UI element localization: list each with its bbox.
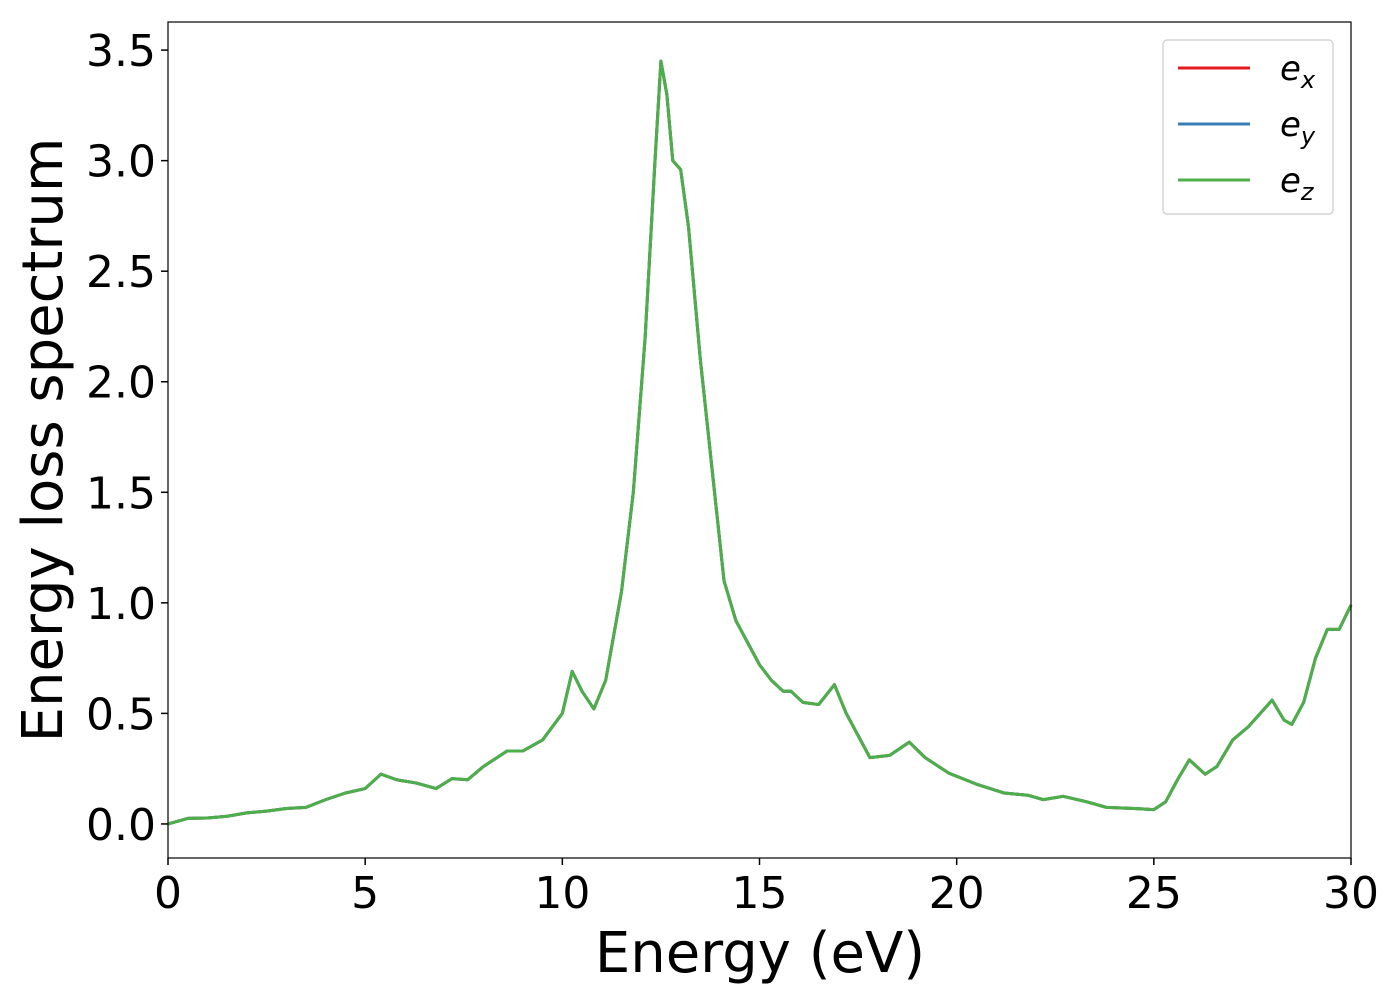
x-tick-label: 30 xyxy=(1323,868,1379,919)
x-tick-label: 10 xyxy=(534,868,590,919)
x-tick-label: 5 xyxy=(351,868,379,919)
y-tick-label: 1.0 xyxy=(86,579,156,630)
plot-frame xyxy=(167,21,1352,859)
y-tick-label: 3.5 xyxy=(86,26,156,77)
x-tick-label: 25 xyxy=(1126,868,1182,919)
y-tick-label: 3.0 xyxy=(86,137,156,188)
x-axis-label: Energy (eV) xyxy=(595,921,925,986)
y-tick-label: 2.0 xyxy=(86,358,156,409)
y-tick-label: 0.0 xyxy=(86,800,156,851)
y-tick-label: 0.5 xyxy=(86,689,156,740)
legend-label: ez xyxy=(1280,161,1315,206)
y-axis-label: Energy loss spectrum xyxy=(11,138,76,743)
legend-label: ex xyxy=(1280,49,1316,94)
x-tick-label: 20 xyxy=(929,868,985,919)
x-tick-label: 15 xyxy=(732,868,788,919)
y-tick-label: 2.5 xyxy=(86,247,156,298)
y-tick-label: 1.5 xyxy=(86,468,156,519)
legend-box xyxy=(1162,39,1334,215)
x-tick-label: 0 xyxy=(154,868,182,919)
series-line xyxy=(167,59,1353,826)
legend-label: ey xyxy=(1280,105,1316,150)
